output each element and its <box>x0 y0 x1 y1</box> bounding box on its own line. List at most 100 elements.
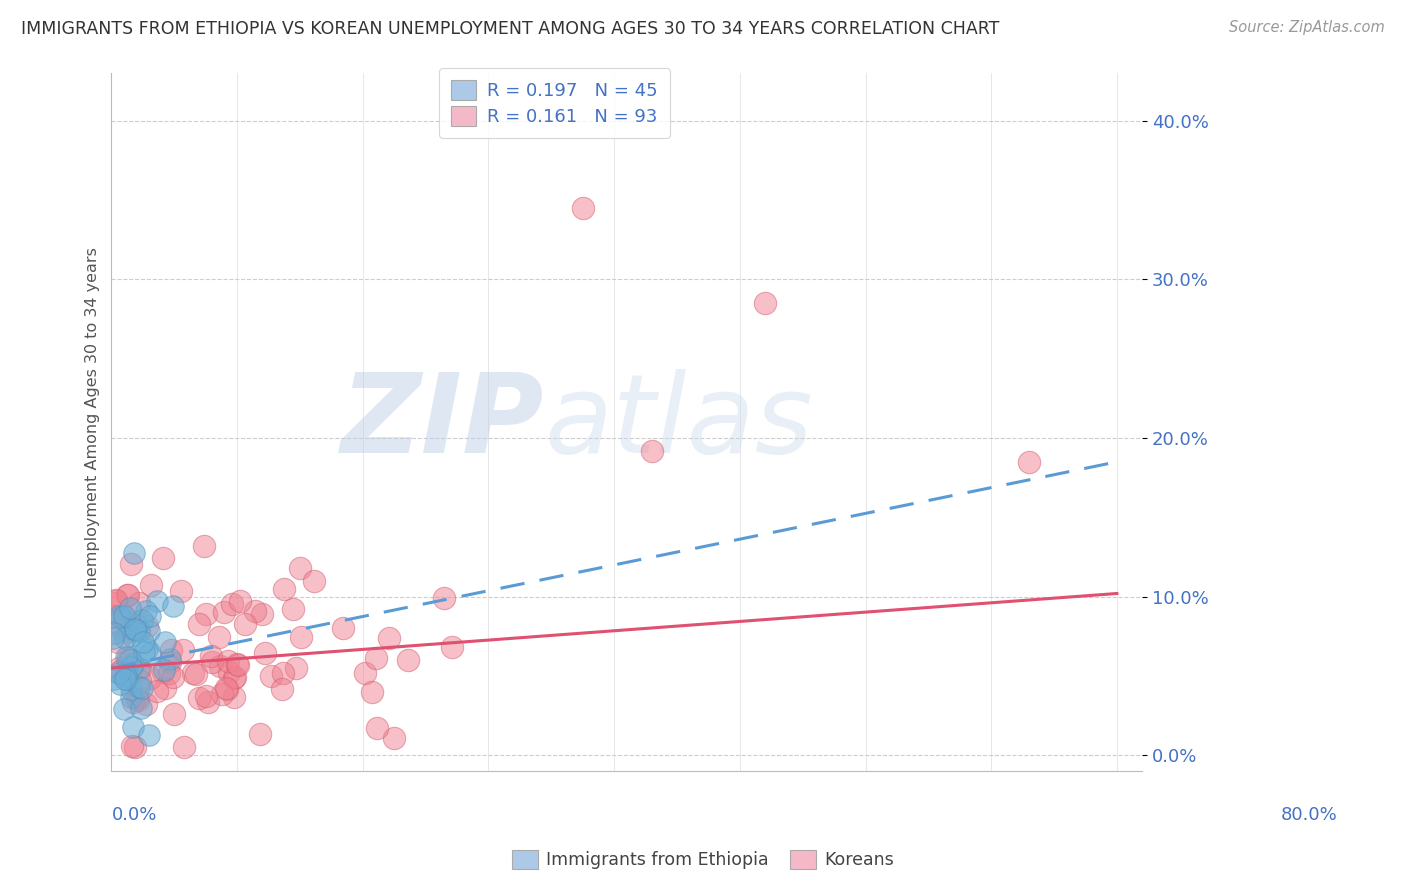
Point <box>124 616 146 631</box>
Point <box>108 661 131 675</box>
Point <box>224 670 246 684</box>
Point <box>125 623 148 637</box>
Point <box>153 663 176 677</box>
Point <box>754 296 776 310</box>
Point <box>114 673 136 687</box>
Point <box>249 727 271 741</box>
Point <box>200 655 222 669</box>
Point <box>211 687 233 701</box>
Point <box>260 669 283 683</box>
Y-axis label: Unemployment Among Ages 30 to 34 years: Unemployment Among Ages 30 to 34 years <box>86 247 100 598</box>
Point <box>120 682 142 697</box>
Point <box>131 681 153 696</box>
Point <box>162 670 184 684</box>
Point <box>159 652 181 666</box>
Point <box>195 607 218 622</box>
Point <box>129 701 152 715</box>
Point <box>221 597 243 611</box>
Point <box>117 650 139 665</box>
Point <box>117 588 139 602</box>
Text: IMMIGRANTS FROM ETHIOPIA VS KOREAN UNEMPLOYMENT AMONG AGES 30 TO 34 YEARS CORREL: IMMIGRANTS FROM ETHIOPIA VS KOREAN UNEMP… <box>21 20 1000 37</box>
Point <box>162 599 184 614</box>
Point <box>138 728 160 742</box>
Point <box>101 631 124 645</box>
Point <box>194 690 217 704</box>
Point <box>290 630 312 644</box>
Point <box>136 619 159 633</box>
Point <box>145 684 167 698</box>
Point <box>283 602 305 616</box>
Point <box>128 624 150 639</box>
Point <box>121 623 143 637</box>
Point <box>366 722 388 736</box>
Point <box>103 626 125 640</box>
Point <box>135 604 157 618</box>
Point <box>353 665 375 680</box>
Point <box>121 629 143 643</box>
Point <box>114 631 136 645</box>
Point <box>360 684 382 698</box>
Point <box>115 669 138 683</box>
Point <box>378 631 401 645</box>
Point <box>170 584 193 599</box>
Text: 80.0%: 80.0% <box>1281 806 1337 824</box>
Point <box>103 673 125 687</box>
Point <box>121 739 143 753</box>
Point <box>121 695 143 709</box>
Point <box>117 672 139 686</box>
Text: Source: ZipAtlas.com: Source: ZipAtlas.com <box>1229 20 1385 35</box>
Point <box>366 651 388 665</box>
Point <box>290 560 312 574</box>
Point <box>104 592 127 607</box>
Text: atlas: atlas <box>544 368 813 475</box>
Point <box>124 622 146 636</box>
Point <box>118 600 141 615</box>
Point <box>160 643 183 657</box>
Legend: R = 0.197   N = 45, R = 0.161   N = 93: R = 0.197 N = 45, R = 0.161 N = 93 <box>440 69 669 138</box>
Point <box>271 666 294 681</box>
Point <box>571 201 593 215</box>
Point <box>128 661 150 675</box>
Point <box>152 550 174 565</box>
Point <box>127 693 149 707</box>
Point <box>110 620 132 634</box>
Point <box>193 539 215 553</box>
Point <box>217 654 239 668</box>
Point <box>1018 455 1040 469</box>
Point <box>120 659 142 673</box>
Point <box>129 673 152 688</box>
Point <box>124 740 146 755</box>
Point <box>188 690 211 705</box>
Point <box>110 610 132 624</box>
Point <box>209 659 232 673</box>
Point <box>253 646 276 660</box>
Point <box>125 690 148 705</box>
Point <box>128 596 150 610</box>
Point <box>115 588 138 602</box>
Point <box>212 606 235 620</box>
Point <box>271 682 294 697</box>
Point <box>107 666 129 681</box>
Point <box>222 690 245 704</box>
Point <box>139 671 162 685</box>
Point <box>332 621 354 635</box>
Point <box>440 640 463 655</box>
Point <box>139 609 162 624</box>
Point <box>214 681 236 696</box>
Point <box>118 653 141 667</box>
Point <box>215 681 238 696</box>
Point <box>141 577 163 591</box>
Point <box>131 613 153 627</box>
Point <box>433 591 456 605</box>
Point <box>233 617 256 632</box>
Point <box>122 720 145 734</box>
Text: ZIP: ZIP <box>340 368 544 475</box>
Point <box>208 630 231 644</box>
Point <box>226 657 249 672</box>
Point <box>157 666 180 681</box>
Point <box>304 574 326 588</box>
Point <box>120 653 142 667</box>
Point <box>226 658 249 673</box>
Point <box>222 671 245 685</box>
Point <box>152 665 174 679</box>
